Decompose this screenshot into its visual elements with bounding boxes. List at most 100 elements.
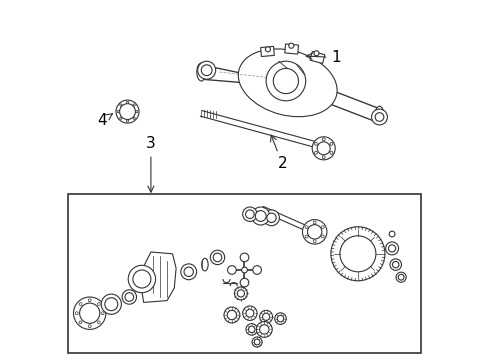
Circle shape xyxy=(101,294,121,314)
Circle shape xyxy=(252,266,261,274)
Circle shape xyxy=(254,339,260,345)
Bar xyxy=(284,44,298,54)
Circle shape xyxy=(322,138,325,141)
Circle shape xyxy=(181,264,196,280)
Circle shape xyxy=(330,227,384,281)
Circle shape xyxy=(329,143,332,145)
Circle shape xyxy=(321,226,324,229)
Circle shape xyxy=(385,242,398,255)
Circle shape xyxy=(329,152,332,154)
Circle shape xyxy=(128,265,155,293)
Circle shape xyxy=(314,152,317,154)
Circle shape xyxy=(79,303,82,306)
Circle shape xyxy=(313,221,316,224)
Circle shape xyxy=(259,310,272,323)
Circle shape xyxy=(255,211,265,221)
Circle shape xyxy=(73,297,106,329)
Circle shape xyxy=(122,290,136,304)
Text: 3: 3 xyxy=(146,136,156,192)
Circle shape xyxy=(305,226,307,229)
Circle shape xyxy=(307,225,321,239)
Circle shape xyxy=(288,43,293,48)
Circle shape xyxy=(101,312,104,315)
Circle shape xyxy=(240,253,248,262)
Circle shape xyxy=(265,47,270,52)
Text: 2: 2 xyxy=(270,135,286,171)
Circle shape xyxy=(387,245,395,252)
Circle shape xyxy=(234,287,247,300)
Circle shape xyxy=(392,261,398,268)
Circle shape xyxy=(374,113,383,121)
Circle shape xyxy=(274,313,285,324)
Circle shape xyxy=(237,290,244,297)
Circle shape xyxy=(311,137,335,160)
Circle shape xyxy=(389,259,401,270)
Circle shape xyxy=(242,207,257,221)
Circle shape xyxy=(251,337,262,347)
Circle shape xyxy=(302,220,326,244)
Circle shape xyxy=(104,298,118,311)
Polygon shape xyxy=(142,252,176,302)
Circle shape xyxy=(245,324,257,335)
Circle shape xyxy=(183,267,193,276)
Circle shape xyxy=(213,253,222,262)
Circle shape xyxy=(266,213,276,222)
Circle shape xyxy=(256,321,272,337)
Bar xyxy=(260,46,274,57)
Circle shape xyxy=(395,272,406,282)
Circle shape xyxy=(321,235,324,238)
Circle shape xyxy=(245,210,254,219)
Circle shape xyxy=(224,307,239,323)
Circle shape xyxy=(79,321,82,324)
Ellipse shape xyxy=(196,63,205,81)
Circle shape xyxy=(248,326,254,333)
Circle shape xyxy=(75,312,78,315)
Circle shape xyxy=(126,101,128,103)
Circle shape xyxy=(116,100,139,123)
Text: 4: 4 xyxy=(97,113,112,128)
Bar xyxy=(309,51,324,63)
Circle shape xyxy=(120,104,122,106)
Circle shape xyxy=(240,278,248,287)
Circle shape xyxy=(120,117,122,119)
Circle shape xyxy=(227,266,236,274)
Ellipse shape xyxy=(201,258,208,271)
Circle shape xyxy=(397,274,403,280)
Circle shape xyxy=(371,109,386,125)
Circle shape xyxy=(126,120,128,122)
Circle shape xyxy=(97,303,100,306)
Circle shape xyxy=(242,306,257,320)
Circle shape xyxy=(227,310,236,320)
Circle shape xyxy=(210,250,224,265)
Circle shape xyxy=(259,325,268,334)
Circle shape xyxy=(80,303,100,323)
Circle shape xyxy=(117,111,119,113)
Circle shape xyxy=(314,143,317,145)
Circle shape xyxy=(245,309,253,317)
Circle shape xyxy=(322,156,325,159)
Circle shape xyxy=(88,325,91,328)
Ellipse shape xyxy=(374,106,383,124)
Circle shape xyxy=(263,210,279,226)
Circle shape xyxy=(241,267,247,273)
Circle shape xyxy=(97,321,100,324)
Circle shape xyxy=(201,65,212,76)
Circle shape xyxy=(120,104,135,120)
Circle shape xyxy=(133,104,135,106)
Circle shape xyxy=(313,51,318,56)
Circle shape xyxy=(313,240,316,243)
Ellipse shape xyxy=(238,49,336,117)
Circle shape xyxy=(273,68,298,94)
Circle shape xyxy=(305,235,307,238)
Circle shape xyxy=(125,293,133,301)
Text: 1: 1 xyxy=(305,50,341,65)
Circle shape xyxy=(265,61,305,101)
Circle shape xyxy=(277,315,283,322)
Circle shape xyxy=(133,117,135,119)
Circle shape xyxy=(317,142,329,155)
Circle shape xyxy=(388,231,394,237)
Circle shape xyxy=(197,61,215,79)
FancyBboxPatch shape xyxy=(68,194,420,353)
Circle shape xyxy=(88,299,91,302)
Circle shape xyxy=(251,207,269,225)
